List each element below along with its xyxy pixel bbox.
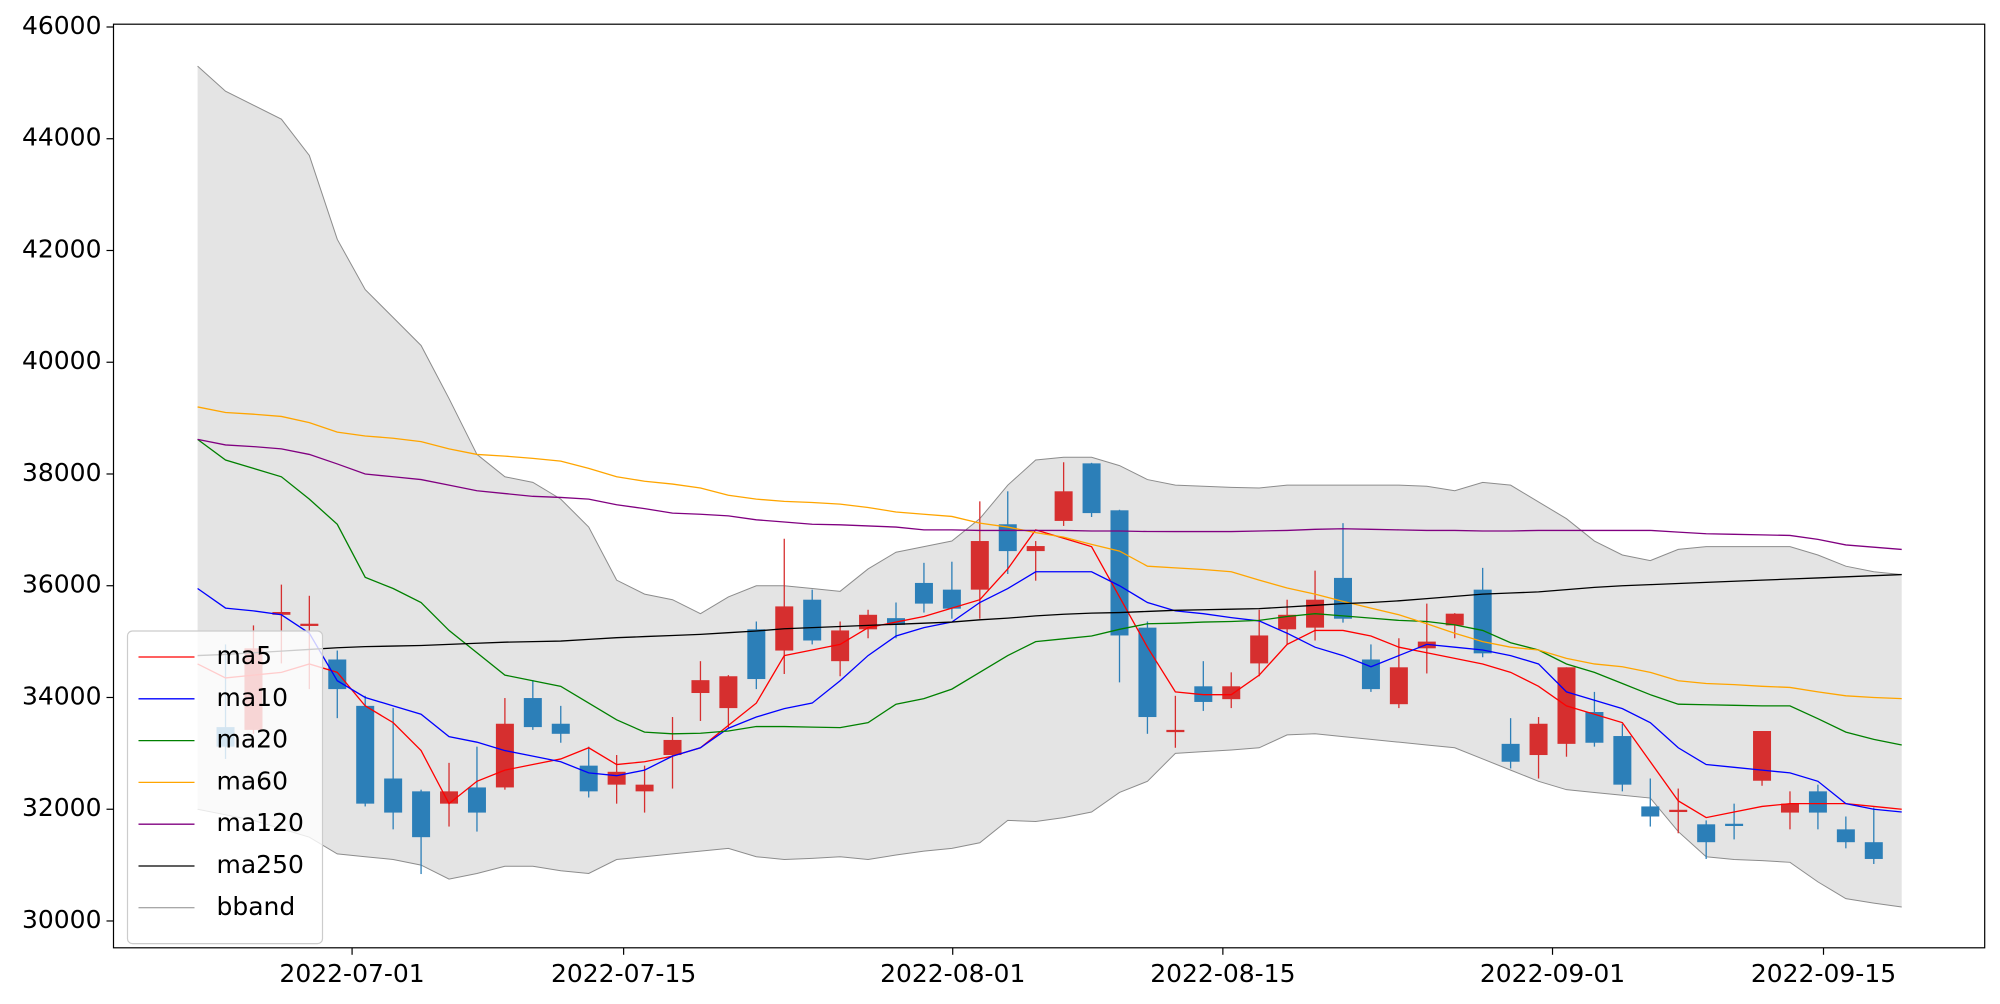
candle-body <box>551 723 570 734</box>
candle-body <box>440 791 459 804</box>
candle-body <box>691 680 710 694</box>
y-tick-label: 32000 <box>22 793 102 822</box>
candle-body <box>523 698 542 728</box>
candle-body <box>1445 613 1464 626</box>
candle-body <box>272 611 291 615</box>
ma-line <box>197 406 1902 700</box>
candle-body <box>831 630 850 662</box>
x-tick-label: 2022-09-15 <box>1751 959 1896 988</box>
y-tick-label: 44000 <box>22 123 102 152</box>
bband-lower <box>197 733 1902 908</box>
candle-body <box>719 676 738 709</box>
legend-label: ma120 <box>217 808 304 837</box>
x-tick-label: 2022-07-15 <box>551 959 696 988</box>
legend-label: ma250 <box>217 850 304 879</box>
legend-label: ma5 <box>217 641 273 670</box>
candle-body <box>328 659 347 690</box>
ma-line <box>197 438 1902 551</box>
candle-body <box>1250 635 1269 664</box>
candle-body <box>495 723 514 788</box>
y-tick-label: 40000 <box>22 346 102 375</box>
candle-body <box>942 589 961 609</box>
candle-body <box>1808 791 1827 813</box>
bband-area <box>197 66 1902 908</box>
candle-body <box>1864 842 1883 859</box>
ma-line <box>197 438 1902 746</box>
candle-body <box>1333 577 1352 619</box>
candle-body <box>747 629 766 680</box>
ma-line <box>197 573 1902 657</box>
candle-body <box>1725 823 1744 826</box>
x-tick-label: 2022-09-01 <box>1480 959 1625 988</box>
x-tick-label: 2022-07-01 <box>279 959 424 988</box>
candle-body <box>384 778 403 813</box>
candle-body <box>1529 723 1548 756</box>
candle-body <box>635 784 654 792</box>
candle-body <box>914 582 933 604</box>
y-tick-label: 34000 <box>22 681 102 710</box>
candle-body <box>1026 546 1045 552</box>
candle-body <box>1780 803 1799 813</box>
candle-body <box>1389 667 1408 705</box>
legend-label: ma60 <box>217 766 288 795</box>
candle-body <box>1501 743 1520 762</box>
candle-body <box>1361 659 1380 690</box>
x-tick-label: 2022-08-15 <box>1150 959 1295 988</box>
candle-body <box>663 739 682 756</box>
candle-body <box>1278 614 1297 630</box>
candle-body <box>1669 809 1688 813</box>
candle-body <box>1697 824 1716 843</box>
candle-body <box>1641 806 1660 817</box>
ma-line <box>197 571 1902 813</box>
candle-body <box>1585 712 1604 743</box>
y-tick-label: 36000 <box>22 570 102 599</box>
y-tick-label: 42000 <box>22 234 102 263</box>
candle-body <box>1613 736 1632 785</box>
candle-body <box>579 765 598 792</box>
candle-body <box>1138 627 1157 718</box>
candle-body <box>300 623 319 626</box>
ma-line <box>197 529 1902 819</box>
candle-body <box>1836 829 1855 843</box>
plot-frame <box>112 23 1986 949</box>
legend-label: ma20 <box>217 725 288 754</box>
candle-body <box>1082 463 1101 514</box>
candle-body <box>1753 731 1772 781</box>
y-tick-label: 46000 <box>22 11 102 40</box>
candle-body <box>970 541 989 590</box>
x-tick-label: 2022-08-01 <box>880 959 1025 988</box>
candle-body <box>607 771 626 785</box>
legend-label: bband <box>217 892 296 921</box>
candle-body <box>356 705 375 804</box>
candle-body <box>1110 510 1129 636</box>
y-tick-label: 38000 <box>22 458 102 487</box>
candle-body <box>1166 729 1185 733</box>
legend-label: ma10 <box>217 683 288 712</box>
candle-body <box>803 599 822 641</box>
candle-body <box>1222 686 1241 700</box>
legend: ma5 ma10 ma20 ma60 ma120 ma250 bband <box>126 630 324 945</box>
candle-body <box>1054 491 1073 521</box>
candle-body <box>412 791 431 838</box>
y-tick-label: 30000 <box>22 905 102 934</box>
bband-upper <box>197 65 1902 615</box>
candle-body <box>1473 589 1492 654</box>
candle-body <box>467 787 486 813</box>
